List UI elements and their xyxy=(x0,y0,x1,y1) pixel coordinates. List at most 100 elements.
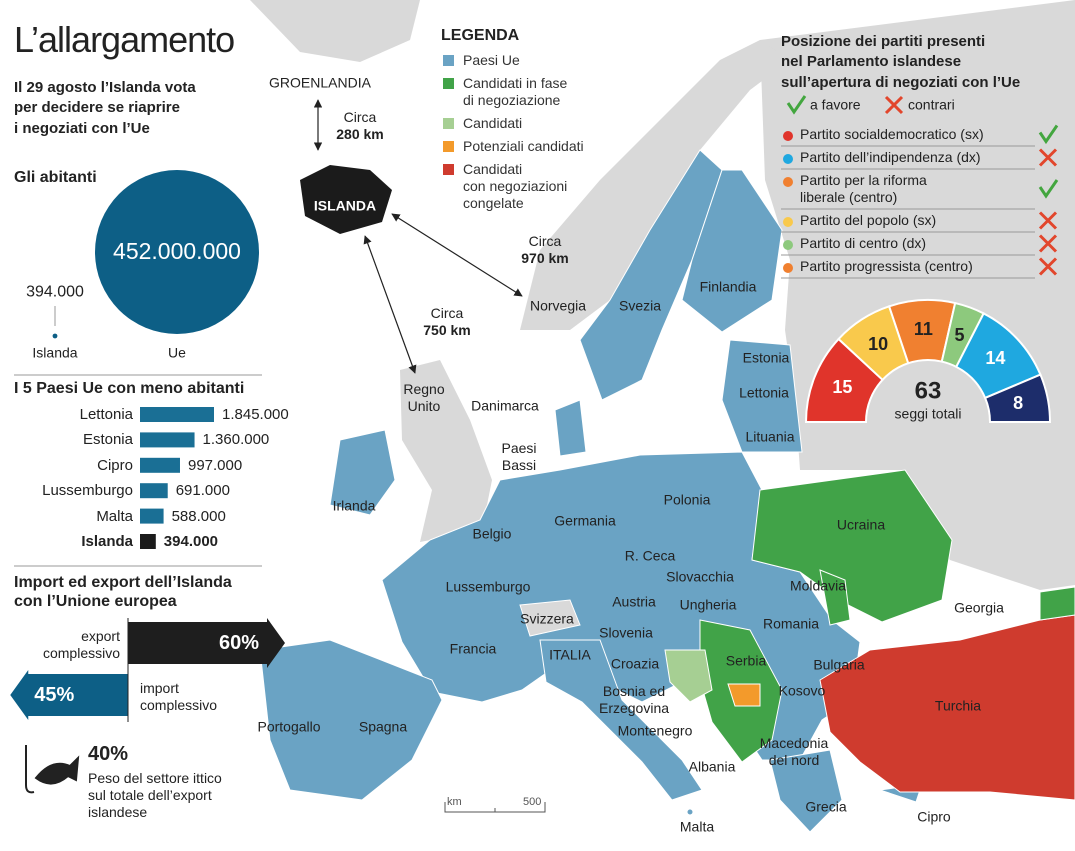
seat-label: 11 xyxy=(913,319,933,340)
map-label: Belgio xyxy=(472,525,512,542)
party-label: Partito dell’indipendenza (dx) xyxy=(800,149,981,165)
distance-label: Circa 280 km xyxy=(336,109,383,143)
party-dot xyxy=(783,263,793,273)
favor-label: a favore xyxy=(810,96,861,113)
legend-swatch xyxy=(443,78,454,89)
value-label: 1.845.000 xyxy=(222,406,289,423)
value-label: 691.000 xyxy=(175,482,230,500)
scale-line xyxy=(444,802,546,813)
map-label: Grecia xyxy=(805,798,847,815)
map-label: GROENLANDIA xyxy=(269,74,371,91)
switzerland xyxy=(519,599,581,637)
scale-value: 500 xyxy=(523,796,542,808)
bar xyxy=(140,483,168,499)
fish xyxy=(34,755,80,785)
distance-label: Circa xyxy=(430,305,464,322)
category-label: Lettonia xyxy=(79,406,133,423)
map-label: Ungheria xyxy=(679,596,737,613)
value-label: 588.000 xyxy=(171,507,226,525)
distance-label: Circa 750 km xyxy=(423,305,470,339)
category-label: Malta xyxy=(96,507,133,525)
ukraine xyxy=(751,469,953,623)
map-label: Montenegro xyxy=(617,722,693,739)
candidates xyxy=(664,469,1075,801)
map-label: Kosovo xyxy=(778,682,826,699)
ireland xyxy=(329,429,396,516)
map-label: Lituania xyxy=(745,428,795,445)
italy xyxy=(539,639,703,801)
map-label: Paesi Bassi xyxy=(501,440,537,473)
category-label: Estonia xyxy=(82,431,133,449)
map-label: Lettonia xyxy=(739,384,789,401)
map-label: Estonia xyxy=(742,349,790,366)
hook-line xyxy=(25,745,35,794)
map-label: Francia xyxy=(449,640,497,657)
chart-title: Gli abitanti xyxy=(14,169,97,186)
map-label: Cipro xyxy=(917,808,951,825)
category-label: import complessivo xyxy=(140,680,218,713)
fish-icon xyxy=(25,745,80,794)
distance-arrows xyxy=(313,99,523,374)
party-dot xyxy=(783,154,793,164)
bar xyxy=(140,534,156,549)
map-label: Slovacchia xyxy=(666,568,734,585)
map-label: Bulgaria xyxy=(813,656,865,673)
position-icon xyxy=(1038,124,1059,145)
party-label: Partito del popolo (sx) xyxy=(800,212,937,228)
category-label: Cipro xyxy=(97,456,133,474)
position-icon xyxy=(1038,234,1058,253)
map-label: Irlanda xyxy=(332,497,376,514)
total-value: 63 xyxy=(914,377,942,405)
finland xyxy=(681,169,783,333)
map-label: Serbia xyxy=(725,652,767,669)
intro: Il 29 agosto l’Islanda vota per decidere… xyxy=(14,79,196,137)
arrow-bar xyxy=(128,618,285,668)
value-label: 1.360.000 xyxy=(202,431,270,449)
distance-label: Circa xyxy=(343,109,377,126)
fish-value: 40% xyxy=(88,743,129,765)
bar xyxy=(140,457,180,473)
russia xyxy=(760,0,1075,590)
against-label: contrari xyxy=(908,96,955,113)
chart-title: I 5 Paesi Ue con meno abitanti xyxy=(14,380,245,397)
map-label: Bosnia ed Erzegovina xyxy=(598,683,670,716)
fish-text: Peso del settore ittico sul totale dell’… xyxy=(88,770,222,820)
bar xyxy=(140,432,195,448)
bubble xyxy=(95,170,259,334)
map-label: Svezia xyxy=(618,297,662,314)
legend-label: Potenziali candidati xyxy=(463,138,584,154)
map-label: Svizzera xyxy=(520,610,574,627)
map-label: Moldavia xyxy=(789,577,847,594)
party-dot xyxy=(783,240,793,250)
map-label: Germania xyxy=(554,512,616,529)
turkey xyxy=(819,614,1075,801)
category-label: Islanda xyxy=(32,344,78,361)
arrow-bar xyxy=(10,670,128,720)
value-label: 997.000 xyxy=(187,456,243,474)
legend-swatch xyxy=(443,55,454,66)
bar xyxy=(140,508,164,524)
position-icon xyxy=(1038,179,1059,199)
map-label: Macedonia del nord xyxy=(759,735,829,768)
position-icon xyxy=(1038,211,1058,230)
value-label: 394.000 xyxy=(26,283,84,301)
distance-value: 970 km xyxy=(521,250,569,266)
value-label: 452.000.000 xyxy=(113,238,241,265)
party-label: Partito socialdemocratico (sx) xyxy=(800,126,984,142)
map-label: Portogallo xyxy=(257,718,321,735)
scale-unit: km xyxy=(447,796,462,808)
arrow xyxy=(391,213,523,297)
category-label: Lussemburgo xyxy=(42,482,133,500)
position-icon xyxy=(1038,257,1058,276)
moldova xyxy=(819,569,851,626)
map-label: Slovenia xyxy=(599,624,653,641)
norway xyxy=(520,40,790,330)
iberia xyxy=(259,639,443,801)
distance-label: Circa 970 km xyxy=(521,233,568,267)
favor-icon xyxy=(786,95,807,115)
scale-bar xyxy=(444,802,546,813)
legend-swatch xyxy=(443,141,454,152)
kosovo xyxy=(727,683,761,707)
greece xyxy=(769,749,843,833)
